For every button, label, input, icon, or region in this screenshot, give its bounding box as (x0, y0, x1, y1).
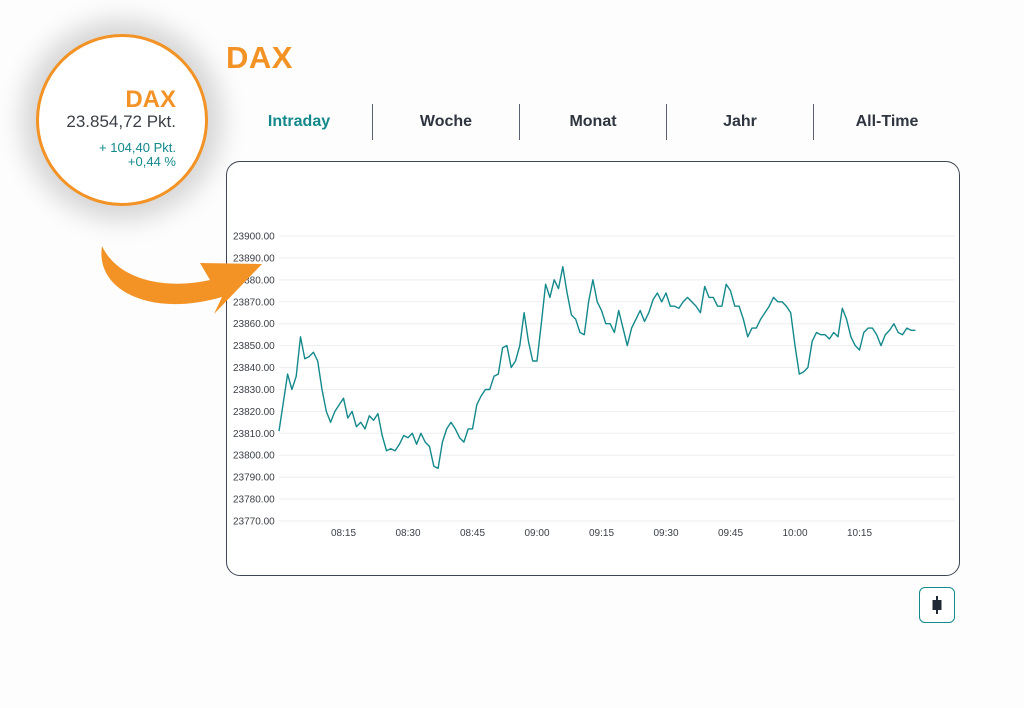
candlestick-icon (932, 596, 942, 614)
tab-monat[interactable]: Monat (519, 104, 666, 140)
y-tick-label: 23780.00 (233, 495, 275, 506)
tab-jahr[interactable]: Jahr (666, 104, 813, 140)
x-tick-label: 09:30 (653, 528, 678, 539)
x-tick-label: 10:00 (782, 528, 807, 539)
x-tick-label: 09:45 (718, 528, 743, 539)
x-tick-label: 09:15 (589, 528, 614, 539)
line-chart[interactable]: 23900.00 23890.00 23880.00 23870.00 23860.00… (227, 162, 959, 575)
y-tick-label: 23770.00 (233, 517, 275, 528)
chart-card: 23900.00 23890.00 23880.00 23870.00 23860.00… (226, 161, 960, 576)
x-tick-label: 10:15 (847, 528, 872, 539)
tab-all-time[interactable]: All-Time (813, 104, 960, 140)
badge-change-percent: +0,44 % (127, 154, 176, 169)
badge-price: 23.854,72 Pkt. (66, 112, 176, 131)
y-tick-label: 23880.00 (233, 275, 275, 286)
x-tick-label: 08:15 (331, 528, 356, 539)
y-tick-label: 23810.00 (233, 429, 275, 440)
tab-woche[interactable]: Woche (372, 104, 519, 140)
y-tick-label: 23830.00 (233, 385, 275, 396)
badge-change: + 104,40 Pkt. +0,44 % (40, 141, 176, 169)
timeframe-tabs: Intraday Woche Monat Jahr All-Time (226, 104, 960, 140)
y-tick-label: 23800.00 (233, 451, 275, 462)
y-tick-label: 23870.00 (233, 297, 275, 308)
y-tick-label: 23790.00 (233, 473, 275, 484)
y-tick-label: 23900.00 (233, 232, 275, 243)
tab-intraday[interactable]: Intraday (267, 113, 331, 130)
x-tick-label: 08:30 (395, 528, 420, 539)
price-badge (36, 34, 208, 206)
y-tick-label: 23820.00 (233, 407, 275, 418)
y-tick-label: 23860.00 (233, 319, 275, 330)
y-tick-label: 23850.00 (233, 341, 275, 352)
badge-index-name: DAX (125, 86, 176, 113)
series-line (278, 265, 916, 470)
page-title: DAX (226, 40, 293, 75)
x-tick-label: 09:00 (524, 528, 549, 539)
x-tick-label: 08:45 (460, 528, 485, 539)
y-tick-label: 23890.00 (233, 253, 275, 264)
badge-change-points: + 104,40 Pkt. (99, 140, 176, 155)
chart-type-button[interactable] (919, 587, 955, 623)
y-tick-label: 23840.00 (233, 363, 275, 374)
